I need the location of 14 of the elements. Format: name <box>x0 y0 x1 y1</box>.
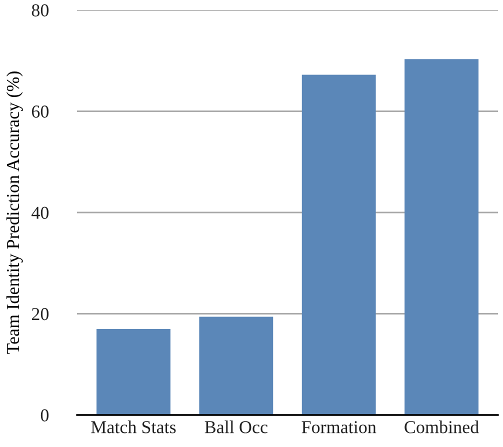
x-tick-label: Ball Occ <box>204 420 268 434</box>
bar <box>96 328 170 415</box>
y-tick-label: 20 <box>32 308 49 320</box>
y-tick-label: 0 <box>40 409 49 422</box>
bar <box>199 316 274 415</box>
bar <box>302 74 376 415</box>
y-tick-label: 40 <box>32 206 49 219</box>
x-tick-label: Formation <box>302 421 376 434</box>
y-tick-label: 60 <box>32 106 49 118</box>
x-tick-label: Match Stats <box>91 420 176 434</box>
y-tick-label: 80 <box>32 4 49 16</box>
x-tick-label: Combined <box>404 420 479 434</box>
y-axis-title: Team Identity Prediction Accuracy (%) <box>6 72 23 354</box>
bar <box>404 59 478 415</box>
